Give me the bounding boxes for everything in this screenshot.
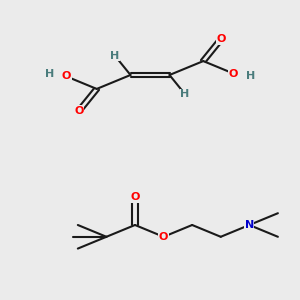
Text: H: H xyxy=(181,89,190,99)
Text: O: O xyxy=(216,34,226,44)
Text: O: O xyxy=(74,106,84,116)
Text: O: O xyxy=(61,71,71,81)
Text: H: H xyxy=(45,69,55,79)
Text: N: N xyxy=(245,220,254,230)
Text: O: O xyxy=(159,232,168,242)
Text: H: H xyxy=(110,51,119,61)
Text: O: O xyxy=(130,192,140,202)
Text: H: H xyxy=(245,71,255,81)
Text: O: O xyxy=(229,69,238,79)
